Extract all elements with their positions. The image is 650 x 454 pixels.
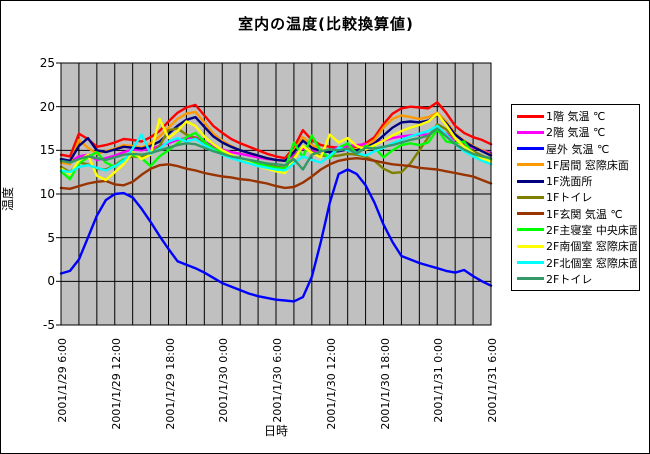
legend-item: 1Fトイレ — [517, 190, 637, 205]
y-tick-label: 0 — [47, 274, 55, 289]
legend-line-swatch — [517, 163, 544, 167]
plot-border — [60, 62, 492, 326]
legend-line-swatch — [517, 114, 544, 118]
series-line-8 — [59, 112, 493, 182]
legend-item: 屋外 気温 ℃ — [517, 141, 637, 156]
series-line-9 — [59, 124, 493, 174]
legend-line-swatch — [517, 277, 544, 281]
x-tick-label: 2001/1/29 6:00 — [56, 338, 69, 423]
x-tick-label: 2001/1/31 0:00 — [432, 338, 446, 423]
chart-title: 室内の温度(比較換算値) — [238, 15, 414, 33]
y-tick-label: 5 — [47, 230, 55, 245]
legend-label: 2F北個室 窓際床面 — [546, 256, 637, 270]
x-tick-label: 2001/1/30 0:00 — [217, 338, 231, 423]
legend-item: 2階 気温 ℃ — [517, 125, 637, 140]
legend-item: 1階 気温 ℃ — [517, 109, 637, 124]
y-tick-label: 25 — [39, 56, 55, 70]
legend-label: 1階 気温 ℃ — [546, 110, 606, 124]
legend-line-swatch — [517, 179, 544, 183]
legend-item: 2F主寝室 中央床面 — [517, 222, 637, 237]
legend-line-swatch — [517, 261, 544, 265]
plot-area — [56, 62, 493, 326]
legend-label: 2F主寝室 中央床面 — [546, 223, 637, 237]
legend-line-swatch — [517, 228, 544, 232]
legend-box: 1階 気温 ℃ 2階 気温 ℃ 屋外 気温 ℃ 1F居間 窓際床面 1F洗面所 1Fトイレ… — [511, 104, 640, 291]
series-line-0 — [59, 101, 493, 160]
x-tick-label: 2001/1/29 12:00 — [109, 338, 123, 430]
legend-label: 2Fトイレ — [546, 272, 593, 286]
legend-item: 2Fトイレ — [517, 271, 637, 286]
legend-label: 2階 気温 ℃ — [546, 126, 606, 140]
legend-item: 1F居間 窓際床面 — [517, 157, 637, 172]
legend-item: 2F北個室 窓際床面 — [517, 255, 637, 270]
legend-line-swatch — [517, 212, 544, 216]
legend-item: 1F玄関 気温 ℃ — [517, 206, 637, 221]
legend-line-swatch — [517, 130, 544, 134]
y-tick-label: 15 — [39, 143, 55, 158]
x-tick-label: 2001/1/30 18:00 — [378, 338, 392, 430]
legend-line-swatch — [517, 195, 544, 199]
legend-label: 1Fトイレ — [546, 191, 593, 205]
legend-label: 1F玄関 気温 ℃ — [546, 207, 623, 221]
legend-line-swatch — [517, 147, 544, 151]
legend-item: 2F南個室 窓際床面 — [517, 239, 637, 254]
legend-item: 1F洗面所 — [517, 174, 637, 189]
series-line-10 — [59, 127, 493, 171]
legend-label: 1F居間 窓際床面 — [546, 158, 629, 172]
series-line-6 — [59, 156, 493, 191]
x-tick-label: 2001/1/30 6:00 — [271, 338, 284, 423]
legend-label: 屋外 気温 ℃ — [546, 142, 610, 156]
y-tick-label: -5 — [43, 318, 55, 332]
legend-line-swatch — [517, 244, 544, 248]
x-tick-label: 2001/1/30 12:00 — [324, 338, 338, 430]
x-axis-title: 日時 — [263, 424, 289, 438]
x-tick-label: 2001/1/29 18:00 — [163, 338, 177, 430]
legend-label: 1F洗面所 — [546, 175, 593, 189]
x-tick-label: 2001/1/31 6:00 — [486, 338, 499, 423]
y-tick-label: 10 — [39, 187, 55, 201]
chart-canvas — [56, 62, 493, 326]
legend-label: 2F南個室 窓際床面 — [546, 240, 637, 254]
y-tick-label: 20 — [39, 99, 55, 114]
series-line-2 — [59, 168, 493, 303]
